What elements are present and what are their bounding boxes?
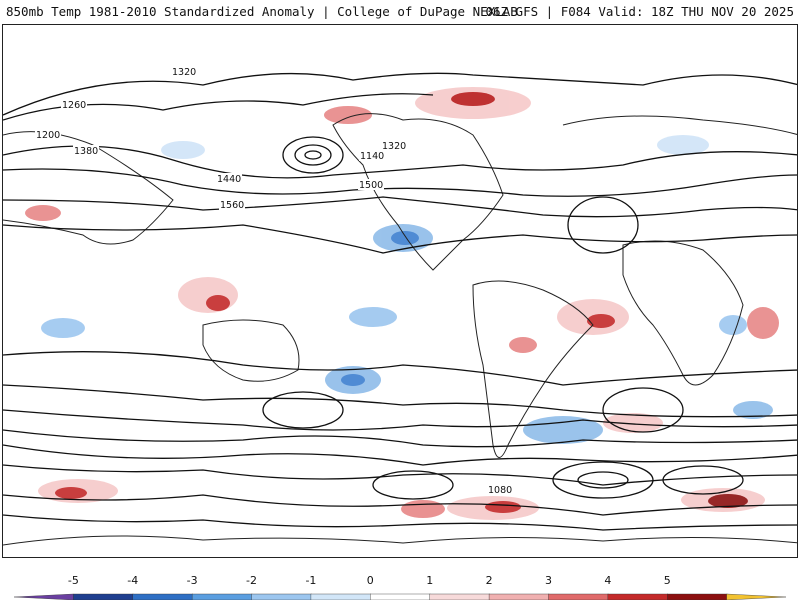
cool-anomaly-patch	[41, 318, 85, 338]
cool-anomaly-patch	[657, 135, 709, 155]
contour-label: 1560	[220, 200, 244, 211]
high-pressure-ring	[567, 196, 639, 254]
colorbar-tick-label: 2	[486, 574, 493, 587]
colorbar-segment	[429, 593, 490, 600]
map-svg: 1320 1260 1200 1380 1140 1320 1440 1500 …	[3, 66, 797, 546]
height-contours	[3, 72, 797, 531]
cool-anomaly-patch	[391, 231, 419, 245]
colorbar-segments	[13, 593, 787, 600]
contour-1380-north	[3, 145, 797, 179]
cool-anomaly-patch	[161, 141, 205, 159]
colorbar-tick-label: 5	[664, 574, 671, 587]
colorbar-labels: -5 -4 -3 -2 -1 0 1 2 3 4 5	[68, 574, 671, 587]
warm-anomaly-patch	[747, 307, 779, 339]
warm-anomaly-patch	[485, 501, 521, 513]
colorbar: -5 -4 -3 -2 -1 0 1 2 3 4 5	[13, 574, 787, 600]
africa-coast	[622, 240, 744, 386]
contour-1440-south	[3, 409, 797, 431]
colorbar-tick-label: -4	[127, 574, 138, 587]
contour-label: 1200	[36, 130, 60, 141]
eurasia-coast	[3, 115, 797, 245]
contour-label: 1080	[488, 485, 512, 496]
contour-1320-south	[3, 444, 797, 466]
low-pressure-ring	[304, 150, 322, 160]
colorbar-tick-label: -3	[187, 574, 198, 587]
antarctica-coast	[3, 535, 797, 546]
map-title: 850mb Temp 1981-2010 Standardized Anomal…	[6, 4, 518, 19]
contour-label: 1380	[74, 146, 98, 157]
warm-anomaly-patch	[509, 337, 537, 353]
colorbar-segment	[607, 593, 668, 600]
colorbar-tick-label: 3	[545, 574, 552, 587]
contour-1200-south	[3, 494, 797, 516]
cool-anomaly-patch	[349, 307, 397, 327]
low-pressure-ring	[282, 136, 344, 174]
colorbar-segment	[73, 593, 134, 600]
colorbar-segment	[667, 593, 728, 600]
contour-label: 1500	[359, 180, 383, 191]
colorbar-segment	[13, 593, 74, 600]
warm-anomaly-patch	[587, 314, 615, 328]
contour-label: 1140	[360, 151, 384, 162]
colorbar-segment	[191, 593, 253, 600]
contour-1560-south	[3, 351, 797, 386]
contour-label: 1260	[62, 100, 86, 111]
colorbar-tick-label: 0	[367, 574, 374, 587]
coastlines	[3, 113, 797, 546]
contour-label: 1440	[217, 174, 241, 185]
colorbar-segment	[726, 593, 787, 600]
contour-1260-south	[3, 464, 797, 486]
cool-anomaly-patch	[523, 416, 603, 444]
anomaly-map[interactable]: 1320 1260 1200 1380 1140 1320 1440 1500 …	[2, 24, 798, 558]
colorbar-segment	[370, 593, 431, 600]
contour-1560-tropics	[3, 224, 797, 254]
warm-anomaly-patch	[451, 92, 495, 106]
cool-anomaly-patch	[719, 315, 747, 335]
cool-anomaly-layer	[41, 135, 773, 444]
colorbar-tick-label: -2	[246, 574, 257, 587]
low-pressure-ring	[372, 470, 454, 500]
warm-anomaly-patch	[206, 295, 230, 311]
contour-1140-south	[3, 514, 797, 531]
low-pressure-ring	[577, 471, 629, 489]
contour-1500-south	[3, 384, 797, 418]
warm-anomaly-patch	[324, 106, 372, 124]
low-pressure-ring	[552, 461, 654, 499]
contour-1380-south	[3, 429, 797, 448]
colorbar-segment	[488, 593, 550, 600]
contour-label: 1320	[382, 141, 406, 152]
colorbar-tick-label: -5	[68, 574, 79, 587]
colorbar-segment	[548, 593, 609, 600]
colorbar-tick-label: -1	[305, 574, 316, 587]
low-pressure-ring	[294, 144, 332, 166]
contour-1320-north	[3, 72, 797, 116]
colorbar-segment	[310, 593, 372, 600]
colorbar-segment	[132, 593, 193, 600]
warm-anomaly-patch	[603, 413, 663, 433]
colorbar-tick-label: 1	[426, 574, 433, 587]
warm-anomaly-patch	[25, 205, 61, 221]
contour-1440-north	[3, 168, 797, 197]
high-pressure-ring	[602, 387, 684, 433]
contour-label-layer: 1320 1260 1200 1380 1140 1320 1440 1500 …	[35, 66, 513, 496]
colorbar-segment	[251, 593, 312, 600]
model-run-info: 06Z GFS | F084 Valid: 18Z THU NOV 20 202…	[485, 4, 794, 19]
warm-anomaly-layer	[25, 87, 779, 520]
south-america-coast	[472, 280, 594, 458]
warm-anomaly-patch	[401, 500, 445, 518]
high-pressure-ring	[262, 391, 344, 429]
cool-anomaly-patch	[733, 401, 773, 419]
low-pressure-ring	[662, 465, 744, 495]
cool-anomaly-patch	[341, 374, 365, 386]
warm-anomaly-patch	[708, 494, 748, 508]
australia-coast	[202, 319, 300, 382]
contour-1500-north	[3, 196, 797, 218]
warm-anomaly-patch	[55, 487, 87, 499]
warm-anomaly-patch	[178, 277, 238, 313]
contour-label: 1320	[172, 67, 196, 78]
colorbar-tick-label: 4	[604, 574, 611, 587]
